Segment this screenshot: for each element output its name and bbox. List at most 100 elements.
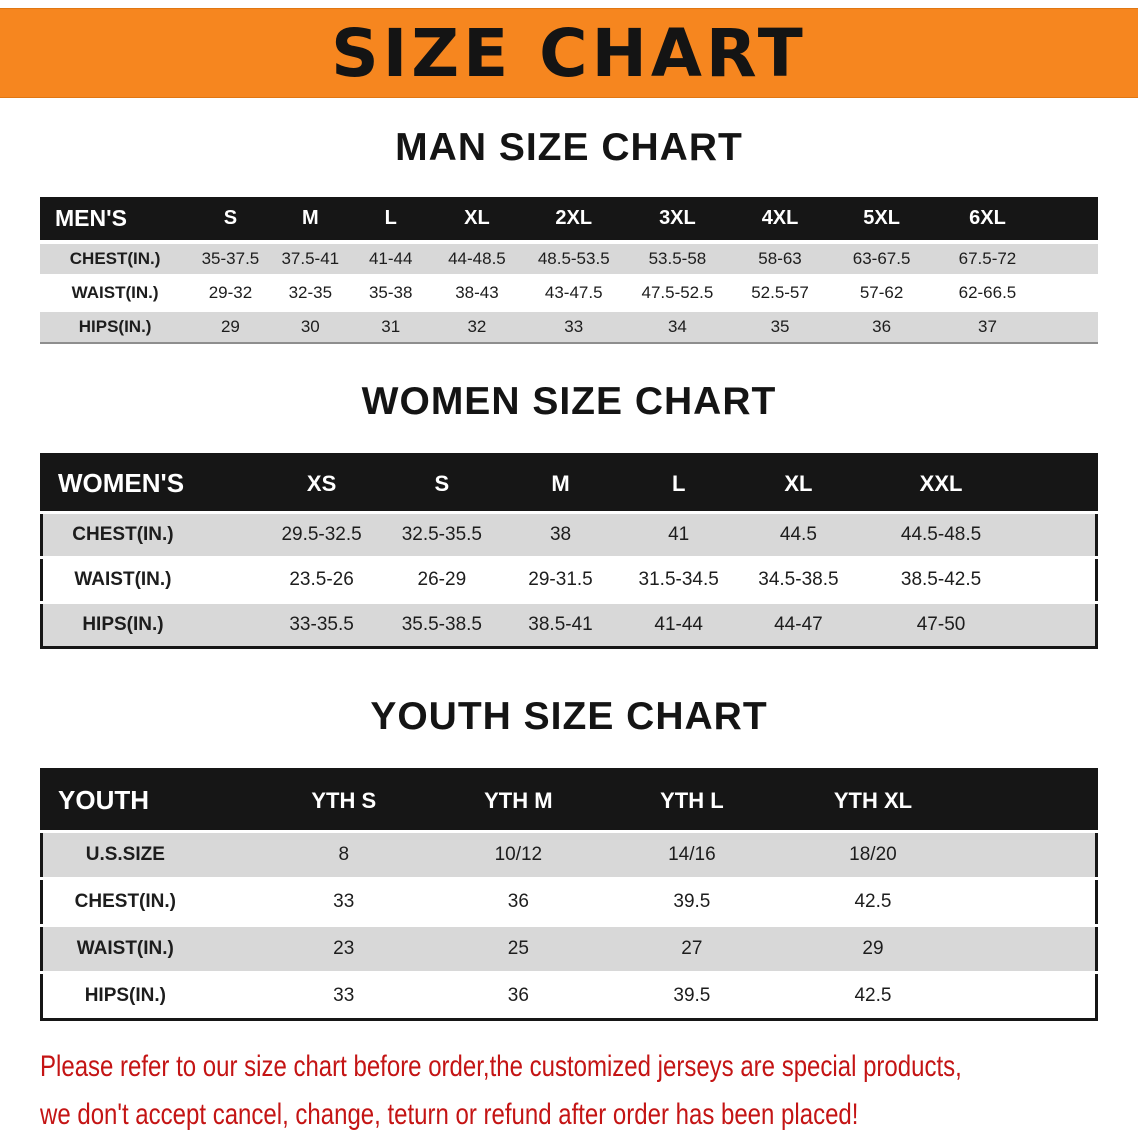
size-value-cell: 39.5 [673,985,711,1006]
size-value-cell: 38 [549,524,572,545]
size-value-cell: 33 [333,891,355,912]
size-value-cell: 29-32 [208,283,253,302]
size-header-cell: 3XL [625,197,730,242]
size-value-cell: 36 [872,317,892,336]
size-value-cell: 52.5-57 [751,283,809,302]
size-value-cell: 63-67.5 [852,249,911,268]
table-row: WAIST(IN.) 23.5-26 26-29 29-31.5 31.5-34.5 34… [41,557,1097,603]
women-size-heading: WOMEN SIZE CHART [361,380,777,423]
size-value-cell: 29.5-32.5 [281,524,362,545]
size-value-cell: 32 [467,317,487,336]
size-value-cell: 29 [862,938,884,959]
size-value-cell: 10/12 [494,844,543,865]
size-value-cell: 29-31.5 [528,569,593,590]
table-header-row: YOUTH YTH S YTH M YTH L YTH XL [41,769,1097,832]
row-label-cell: U.S.SIZE [85,844,165,865]
man-size-heading: MAN SIZE CHART [395,126,743,169]
size-value-cell: 14/16 [668,844,716,865]
row-label-cell: HIPS(IN.) [78,317,152,336]
size-value-cell: 36 [507,985,529,1006]
size-header-cell: L [349,197,432,242]
size-header-cell: YTH M [431,769,605,832]
row-label-cell: WAIST(IN.) [71,283,159,302]
size-value-cell: 47-50 [916,614,966,635]
table-title-cell: MEN'S [40,197,191,242]
men-size-table: MEN'S S M L XL 2XL 3XL 4XL 5XL 6XL CHEST(IN.) 35-37… [40,197,1098,344]
size-value-cell: 47.5-52.5 [641,283,714,302]
size-value-cell: 35.5-38.5 [401,614,482,635]
size-value-cell: 30 [300,317,320,336]
size-header-cell: 5XL [830,197,933,242]
size-value-cell: 31.5-34.5 [638,569,719,590]
size-value-cell: 31 [381,317,401,336]
size-value-cell: 23.5-26 [289,569,354,590]
size-value-cell: 29 [220,317,240,336]
size-value-cell: 33 [333,985,355,1006]
size-value-cell: 33 [564,317,584,336]
size-value-cell: 38.5-42.5 [900,569,982,590]
disclaimer-line-1: Please refer to our size chart before or… [40,1050,962,1083]
size-header-cell: 4XL [729,197,831,242]
size-value-cell: 23 [333,938,355,959]
table-header-row: WOMEN'S XS S M L XL XXL [41,454,1097,513]
size-chart-banner: SIZE CHART [0,8,1138,98]
row-label-cell: WAIST(IN.) [76,938,174,959]
size-header-cell: XL [737,454,860,513]
youth-size-table: YOUTH YTH S YTH M YTH L YTH XL U.S.SIZE 8 10/12… [40,768,1098,1021]
table-row: WAIST(IN.) 29-32 32-35 35-38 38-43 43-47.5 47.… [40,276,1098,310]
size-header-cell: S [382,454,502,513]
size-value-cell: 58-63 [758,249,802,268]
size-value-cell: 44.5 [779,524,817,545]
size-header-cell: YTH L [604,769,779,832]
size-value-cell: 38.5-41 [528,614,593,635]
size-header-cell: M [501,454,620,513]
size-value-cell: 42.5 [854,985,892,1006]
size-value-cell: 32.5-35.5 [401,524,482,545]
size-header-cell: S [190,197,271,242]
size-value-cell: 26-29 [417,569,467,590]
row-label-cell: CHEST(IN.) [69,249,161,268]
row-label-cell: WAIST(IN.) [74,569,172,590]
table-header-row: MEN'S S M L XL 2XL 3XL 4XL 5XL 6XL [40,197,1098,242]
size-value-cell: 32-35 [288,283,333,302]
row-label-cell: HIPS(IN.) [84,985,166,1006]
size-value-cell: 18/20 [849,844,897,865]
size-value-cell: 42.5 [854,891,892,912]
youth-size-heading: YOUTH SIZE CHART [370,695,768,738]
table-row: CHEST(IN.) 33 36 39.5 42.5 [41,878,1097,926]
youth-size-section: YOUTH SIZE CHART YOUTH YTH S YTH M YTH L YTH… [0,694,1138,1021]
size-header-cell: XXL [859,454,1097,513]
row-label-cell: CHEST(IN.) [74,891,176,912]
size-value-cell: 39.5 [673,891,711,912]
table-row: HIPS(IN.) 33 36 39.5 42.5 [41,972,1097,1020]
size-value-cell: 37.5-41 [281,249,340,268]
size-value-cell: 41-44 [368,249,413,268]
size-header-cell: XS [260,454,383,513]
size-value-cell: 37 [977,317,997,336]
row-label-cell: CHEST(IN.) [72,524,174,545]
size-value-cell: 62-66.5 [958,283,1017,302]
size-value-cell: 43-47.5 [544,283,603,302]
size-value-cell: 25 [507,938,529,959]
table-title-cell: YOUTH [41,769,256,832]
disclaimer-note: Please refer to our size chart before or… [40,1043,1098,1132]
size-value-cell: 44-47 [774,614,823,635]
size-header-cell: L [619,454,738,513]
row-label-cell: HIPS(IN.) [82,614,164,635]
size-value-cell: 38-43 [455,283,499,302]
banner-title: SIZE CHART [331,14,807,92]
size-value-cell: 34 [667,317,687,336]
table-row: CHEST(IN.) 35-37.5 37.5-41 41-44 44-48.5 48.5… [40,242,1098,276]
table-row: U.S.SIZE 8 10/12 14/16 18/20 [41,831,1097,879]
table-row: HIPS(IN.) 33-35.5 35.5-38.5 38.5-41 41-44 44-… [41,602,1097,648]
size-value-cell: 27 [681,938,703,959]
man-size-section: MAN SIZE CHART MEN'S S M L XL 2XL 3XL 4XL 5XL 6XL… [0,125,1138,344]
size-header-cell: XL [431,197,523,242]
table-title-cell: WOMEN'S [41,454,261,513]
size-value-cell: 35-37.5 [201,249,260,268]
size-value-cell: 53.5-58 [648,249,707,268]
size-value-cell: 33-35.5 [289,614,354,635]
women-size-table: WOMEN'S XS S M L XL XXL CHEST(IN.) 29.5-32.5 32.5… [40,453,1098,649]
size-value-cell: 8 [338,844,350,865]
